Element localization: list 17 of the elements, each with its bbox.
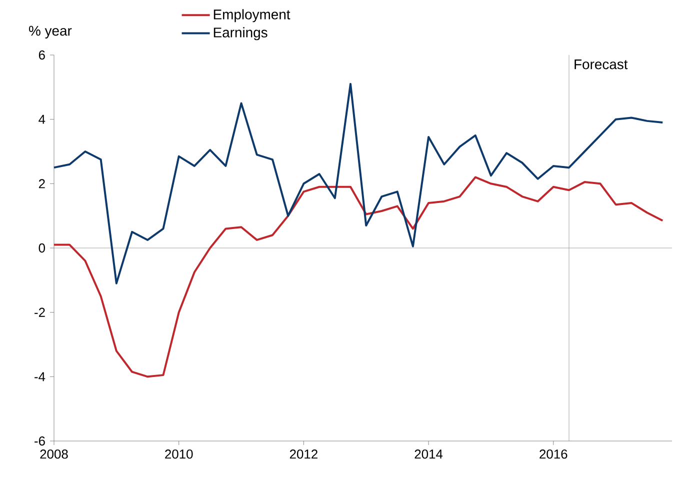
legend-label: Earnings xyxy=(214,27,268,40)
y-tick-label: 2 xyxy=(38,179,45,188)
y-tick-label: -2 xyxy=(34,308,45,317)
line-series xyxy=(53,82,664,284)
y-tick-label: 0 xyxy=(38,243,45,253)
x-tick-label: 2010 xyxy=(165,450,193,459)
legend-label: Employment xyxy=(214,9,290,22)
y-tick-label: 6 xyxy=(38,50,45,60)
x-tick-label: 2012 xyxy=(290,450,318,459)
y-tick-label: -4 xyxy=(34,372,46,382)
ref-line-label: Forecast xyxy=(574,60,628,70)
x-tick-label: 2014 xyxy=(414,450,443,459)
y-tick-label: 4 xyxy=(38,114,46,124)
x-tick-label: 2016 xyxy=(540,450,568,459)
x-tick-label: 2008 xyxy=(40,450,68,459)
y-axis-title: % year xyxy=(29,26,72,38)
y-tick-label: -6 xyxy=(34,436,45,446)
